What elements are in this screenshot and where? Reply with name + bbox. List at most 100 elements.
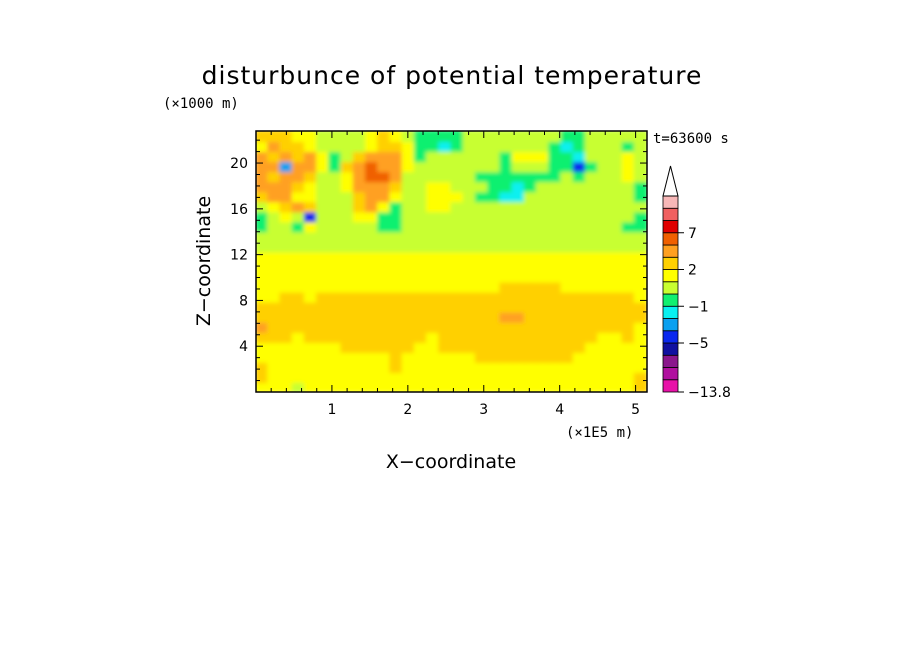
field-cell — [426, 310, 441, 323]
field-cell — [340, 290, 355, 303]
field-cell — [389, 240, 404, 253]
field-cell — [499, 320, 514, 333]
field-cell — [328, 150, 343, 163]
field-cell — [291, 330, 306, 343]
field-cell — [364, 150, 380, 163]
field-cell — [401, 350, 416, 363]
field-cell — [474, 380, 490, 392]
field-cell — [633, 290, 647, 303]
field-cell — [536, 230, 551, 243]
field-cell — [572, 350, 587, 363]
field-cell — [352, 140, 367, 153]
field-cell — [364, 131, 380, 143]
field-cell — [499, 380, 514, 392]
field-cell — [364, 310, 380, 323]
field-cell — [328, 131, 343, 143]
field-cell — [609, 150, 624, 163]
field-cell — [621, 180, 636, 193]
field-cell — [267, 160, 282, 173]
field-cell — [548, 350, 563, 363]
field-cell — [511, 250, 526, 263]
field-cell — [438, 170, 453, 183]
field-cell — [389, 290, 404, 303]
field-cell — [499, 160, 514, 173]
field-cell — [536, 310, 551, 323]
field-cell — [413, 290, 429, 303]
field-cell — [487, 290, 502, 303]
field-cell — [279, 180, 294, 193]
field-cell — [401, 370, 416, 383]
field-cell — [267, 131, 282, 143]
field-cell — [328, 330, 343, 343]
field-cell — [389, 150, 404, 163]
chart-title: disturbunce of potential temperature — [202, 61, 703, 90]
field-cell — [328, 340, 343, 353]
field-cell — [487, 260, 502, 273]
field-cell — [340, 380, 355, 392]
field-cell — [572, 150, 587, 163]
field-cell — [267, 360, 282, 373]
field-cell — [572, 270, 587, 283]
field-cell — [291, 150, 306, 163]
field-cell — [267, 270, 282, 283]
field-cell — [523, 270, 539, 283]
field-cell — [450, 370, 465, 383]
field-cell — [462, 330, 477, 343]
field-cell — [328, 310, 343, 323]
field-cell — [267, 210, 282, 223]
field-cell — [487, 160, 502, 173]
field-cell — [438, 150, 453, 163]
field-cell — [597, 200, 612, 213]
field-cell — [364, 370, 380, 383]
field-cell — [474, 350, 490, 363]
field-cell — [560, 260, 575, 273]
field-cell — [572, 210, 587, 223]
field-cell — [572, 250, 587, 263]
field-cell — [536, 360, 551, 373]
field-cell — [303, 310, 319, 323]
field-cell — [487, 190, 502, 203]
field-cell — [597, 360, 612, 373]
field-cell — [303, 360, 319, 373]
field-cell — [450, 190, 465, 203]
field-cell — [364, 260, 380, 273]
field-cell — [352, 180, 367, 193]
field-cell — [352, 230, 367, 243]
colorbar-label: 2 — [688, 263, 697, 279]
colorbar-swatch — [662, 256, 679, 270]
field-cell — [413, 190, 429, 203]
field-cell — [487, 340, 502, 353]
field-cell — [316, 220, 331, 233]
field-cell — [523, 230, 539, 243]
field-cell — [523, 310, 539, 323]
field-cell — [450, 240, 465, 253]
field-cell — [279, 260, 294, 273]
field-cell — [523, 200, 539, 213]
field-cell — [597, 260, 612, 273]
field-cell — [609, 350, 624, 363]
field-cell — [548, 370, 563, 383]
field-cell — [462, 150, 477, 163]
field-cell — [462, 270, 477, 283]
field-cell — [364, 240, 380, 253]
field-cell — [267, 190, 282, 203]
field-cell — [548, 270, 563, 283]
field-cell — [511, 180, 526, 193]
field-cell — [340, 180, 355, 193]
field-cell — [316, 300, 331, 313]
field-cell — [621, 140, 636, 153]
field-cell — [474, 280, 490, 293]
field-cell — [364, 230, 380, 243]
field-cell — [267, 350, 282, 363]
field-cell — [413, 310, 429, 323]
field-cell — [256, 300, 270, 313]
field-cell — [352, 340, 367, 353]
field-cell — [499, 250, 514, 263]
field-cell — [413, 220, 429, 233]
y-axis-ticks: 4 8 12 16 20 — [230, 139, 647, 382]
field-cell — [621, 160, 636, 173]
field-cell — [536, 180, 551, 193]
field-cell — [621, 350, 636, 363]
field-cell — [364, 280, 380, 293]
field-cell — [487, 370, 502, 383]
